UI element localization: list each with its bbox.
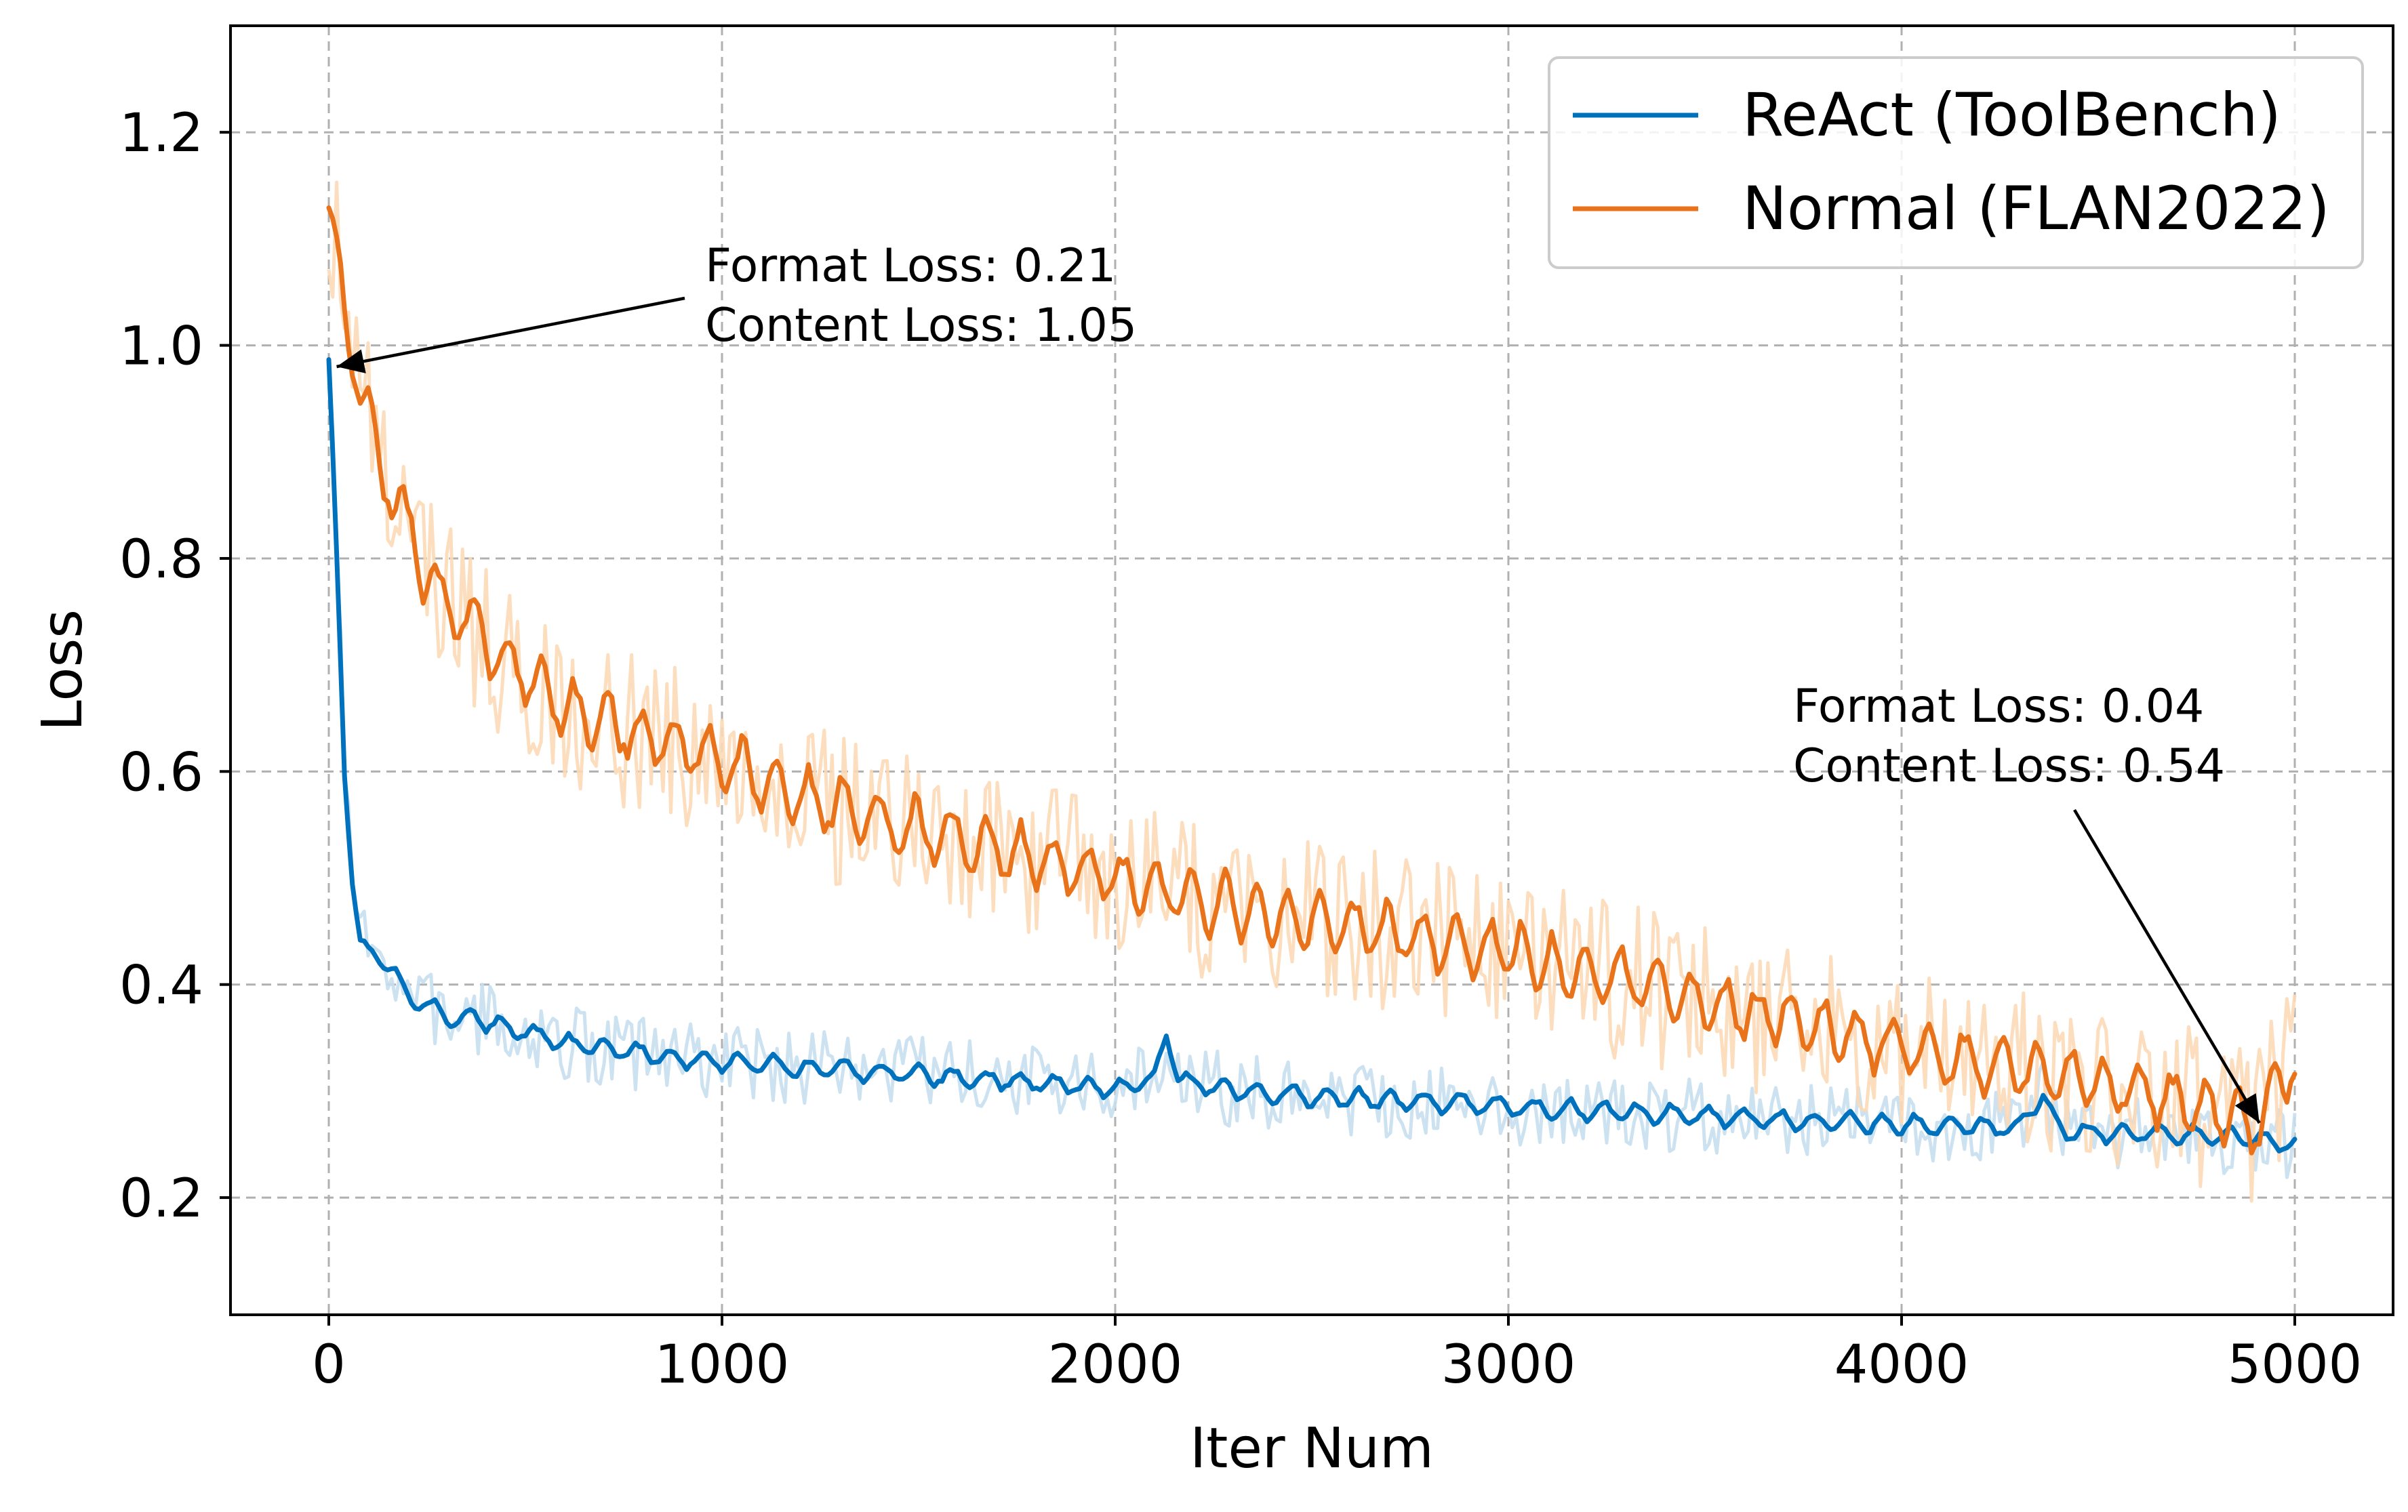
x-axis-label: Iter Num: [1190, 1416, 1434, 1481]
annotation-arrow-1: [2073, 809, 2261, 1124]
series-line-0: [326, 357, 2297, 1153]
x-tick-label: 1000: [655, 1334, 790, 1395]
series-raw-line-1: [327, 180, 2297, 1203]
x-tick-label: 5000: [2228, 1334, 2363, 1395]
y-tick-label: 0.8: [119, 529, 203, 590]
y-tick-label: 0.6: [119, 742, 203, 803]
tick-layer: 0 1000 2000 3000 4000 5000 0.2 0.4 0.6 0.8 1.0 1.2: [119, 103, 2362, 1395]
y-tick-label: 1.0: [119, 316, 203, 377]
annotation-arrow-0: [336, 296, 685, 373]
series-layer: [326, 205, 2297, 1156]
plot-frame: [229, 24, 2394, 1316]
x-tick-label: 3000: [1441, 1334, 1576, 1395]
x-tick-label: 2000: [1048, 1334, 1183, 1395]
y-axis-label: Loss: [31, 609, 95, 731]
annotation-0-line-1: Content Loss: 1.05: [705, 299, 1137, 352]
y-tick-label: 0.4: [119, 956, 203, 1017]
legend-label-react: ReAct (ToolBench): [1742, 80, 2281, 150]
annotation-1-line-1: Content Loss: 0.54: [1793, 739, 2225, 793]
legend-label-normal: Normal (FLAN2022): [1742, 173, 2330, 243]
y-tick-label: 0.2: [119, 1168, 203, 1229]
legend-box: [1548, 56, 2364, 269]
y-tick-label: 1.2: [119, 103, 203, 164]
legend: ReAct (ToolBench) Normal (FLAN2022): [1548, 56, 2364, 269]
annotation-1-line-0: Format Loss: 0.04: [1793, 680, 2204, 733]
x-tick-label: 0: [312, 1334, 346, 1395]
x-tick-label: 4000: [1834, 1334, 1969, 1395]
series-line-1: [326, 205, 2297, 1156]
annotation-layer: Format Loss: 0.21 Content Loss: 1.05 Forma…: [336, 239, 2261, 1124]
grid-layer: [230, 26, 2393, 1315]
annotation-0-line-0: Format Loss: 0.21: [705, 239, 1116, 293]
